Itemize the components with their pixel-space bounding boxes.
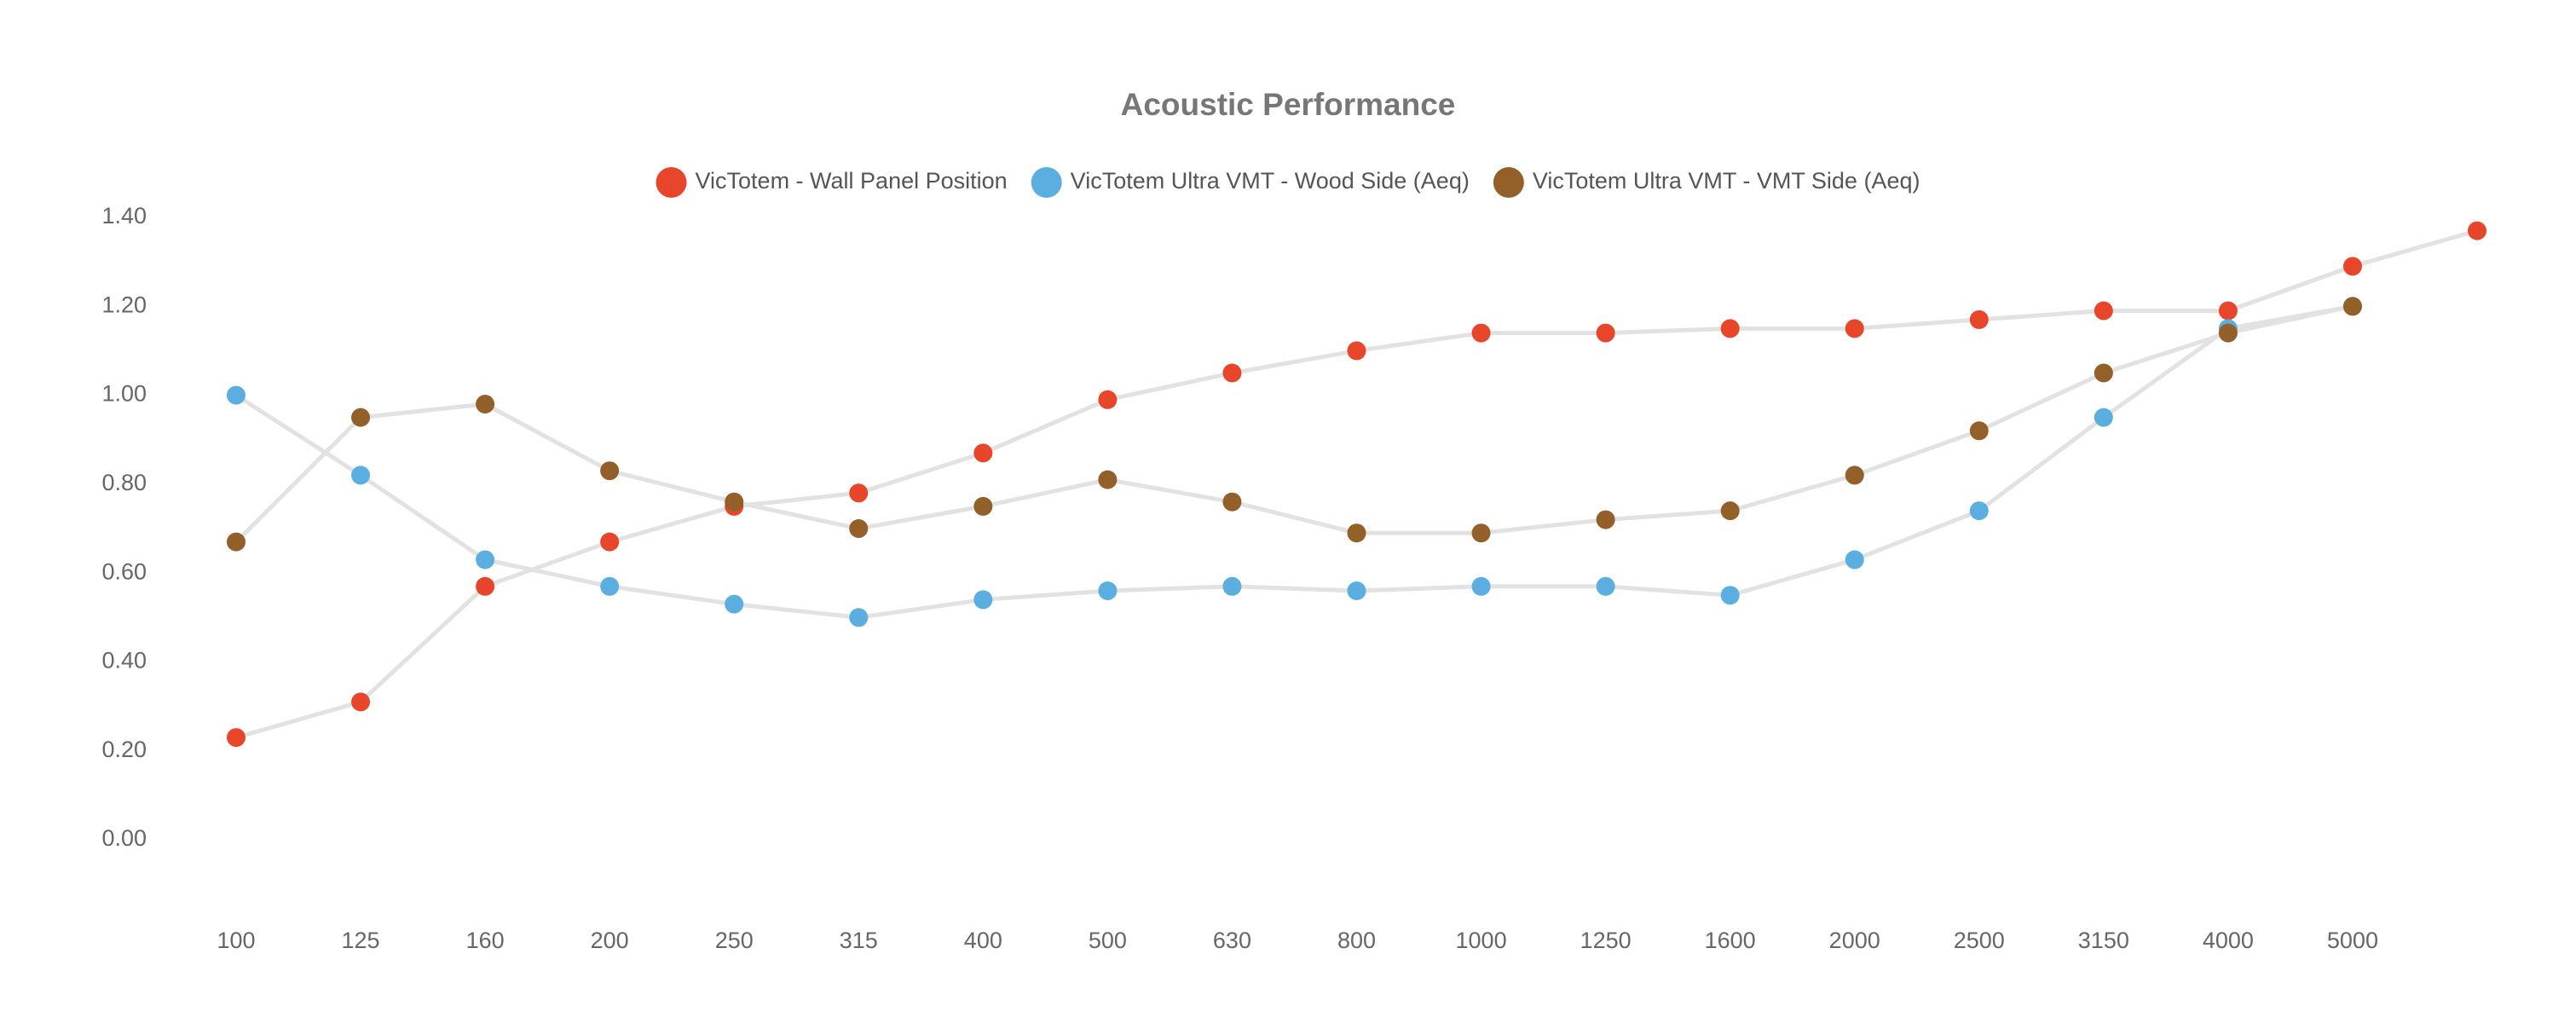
y-tick-label: 1.40 <box>101 203 147 228</box>
data-point <box>1098 470 1118 489</box>
data-point <box>849 483 869 503</box>
series-line <box>235 228 2478 740</box>
data-point <box>2094 301 2113 321</box>
data-point <box>1222 576 1242 596</box>
legend-item: VicTotem Ultra VMT - Wood Side (Aeq) <box>1031 167 1470 198</box>
data-point <box>1596 510 1615 529</box>
data-point <box>2342 257 2362 276</box>
data-point <box>1720 501 1740 521</box>
data-point <box>600 576 620 596</box>
data-point <box>1347 581 1366 600</box>
legend-marker <box>1493 167 1524 198</box>
x-tick-label: 400 <box>964 928 1002 953</box>
data-point <box>600 461 620 481</box>
data-point <box>476 395 495 413</box>
y-tick-label: 1.20 <box>101 292 147 317</box>
chart-title: Acoustic Performance <box>1121 87 1456 122</box>
x-tick-label: 1250 <box>1580 928 1632 953</box>
legend-marker <box>1031 167 1062 198</box>
data-point <box>973 496 993 516</box>
data-point <box>476 550 495 570</box>
data-point <box>1471 323 1491 343</box>
x-tick-label: 1000 <box>1456 928 1507 953</box>
data-point <box>1222 492 1242 512</box>
y-tick-label: 0.20 <box>101 737 147 762</box>
data-point <box>351 465 371 485</box>
data-point <box>2218 323 2238 343</box>
data-point <box>1720 586 1740 605</box>
legend-text: VicTotem - Wall Panel Position <box>696 168 1008 194</box>
y-tick-label: 0.60 <box>101 558 147 584</box>
data-point <box>1720 319 1740 338</box>
x-tick-label: 250 <box>715 928 754 953</box>
data-point <box>2218 301 2238 321</box>
x-tick-label: 800 <box>1337 928 1376 953</box>
data-point <box>1471 576 1491 596</box>
series-line <box>234 304 2354 620</box>
data-point <box>1845 465 1864 485</box>
data-point <box>351 408 371 427</box>
data-point <box>2342 297 2362 316</box>
x-tick-label: 500 <box>1089 928 1127 953</box>
data-point <box>973 443 993 463</box>
x-tick-label: 125 <box>342 928 380 953</box>
y-tick-label: 1.00 <box>101 381 147 407</box>
data-point <box>2094 363 2113 383</box>
x-tick-label: 100 <box>217 928 255 953</box>
data-point <box>227 532 245 552</box>
data-point <box>1969 421 1989 441</box>
x-tick-label: 1600 <box>1705 928 1756 953</box>
legend-item: VicTotem - Wall Panel Position <box>656 167 1008 198</box>
data-point <box>1845 550 1864 570</box>
series-line <box>234 304 2354 544</box>
x-tick-label: 4000 <box>2203 928 2254 953</box>
data-point <box>2468 221 2486 240</box>
y-tick-label: 0.00 <box>101 825 147 851</box>
data-point <box>849 519 869 538</box>
y-tick-label: 0.80 <box>101 470 147 495</box>
y-tick-label: 0.40 <box>101 648 147 674</box>
data-point <box>227 385 245 405</box>
dots <box>227 221 2486 748</box>
x-tick-label: 2500 <box>1954 928 2005 953</box>
data-point <box>600 532 620 552</box>
x-tick-label: 160 <box>466 928 505 953</box>
x-tick-label: 315 <box>840 928 878 953</box>
legend-text: VicTotem Ultra VMT - Wood Side (Aeq) <box>1071 168 1470 194</box>
data-point <box>725 594 744 614</box>
legend-text: VicTotem Ultra VMT - VMT Side (Aeq) <box>1533 168 1920 194</box>
data-point <box>1596 576 1615 596</box>
data-point <box>476 576 495 596</box>
legend-item: VicTotem Ultra VMT - VMT Side (Aeq) <box>1493 167 1920 198</box>
legend-marker <box>656 167 687 198</box>
data-point <box>849 608 869 627</box>
data-point <box>1969 501 1989 521</box>
data-point <box>1969 309 1989 329</box>
legend: VicTotem - Wall Panel Position VicTotem U… <box>656 167 1920 198</box>
data-point <box>2094 408 2113 427</box>
data-point <box>1596 323 1615 343</box>
x-tick-label: 200 <box>591 928 629 953</box>
data-point <box>351 692 371 712</box>
data-point <box>1471 523 1491 543</box>
x-tick-label: 3150 <box>2078 928 2129 953</box>
data-point <box>973 590 993 610</box>
data-point <box>1098 581 1118 600</box>
data-point <box>1098 390 1118 409</box>
data-point <box>1347 523 1366 543</box>
x-tick-label: 2000 <box>1829 928 1880 953</box>
data-point <box>1845 319 1864 338</box>
x-tick-label: 630 <box>1213 928 1251 953</box>
data-point <box>725 492 744 512</box>
lines <box>234 228 2478 740</box>
data-point <box>1222 363 1242 383</box>
x-tick-label: 5000 <box>2327 928 2378 953</box>
data-point <box>227 728 245 748</box>
data-point <box>1347 341 1366 361</box>
